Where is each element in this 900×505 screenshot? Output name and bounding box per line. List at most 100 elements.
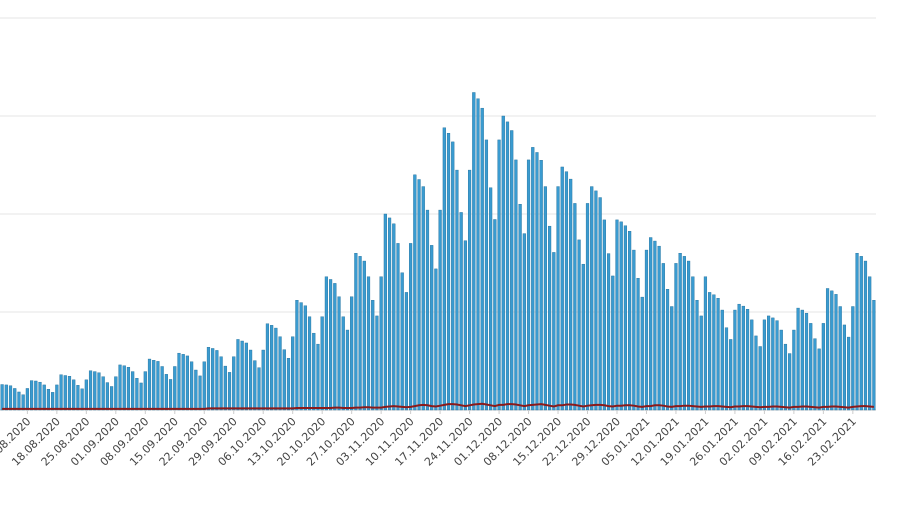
bar	[421, 186, 425, 411]
bar	[724, 327, 729, 411]
bar	[489, 187, 493, 411]
bar	[316, 343, 320, 411]
bar	[552, 252, 556, 411]
bar	[286, 358, 291, 411]
bar	[708, 292, 712, 411]
bar	[253, 360, 257, 411]
bar	[72, 379, 76, 411]
bar	[825, 288, 830, 411]
bar	[691, 276, 695, 411]
bar	[8, 385, 13, 411]
bar	[215, 350, 219, 411]
bar	[632, 249, 636, 411]
bar	[38, 381, 42, 411]
bar	[522, 233, 526, 411]
bar	[13, 388, 17, 411]
bar	[623, 225, 628, 411]
bar	[59, 374, 63, 411]
bar	[767, 315, 771, 411]
bar	[678, 252, 682, 411]
bar	[644, 249, 649, 411]
bar	[110, 386, 114, 411]
bar	[147, 358, 152, 411]
bar	[383, 213, 387, 411]
bar	[236, 339, 240, 411]
bar	[278, 336, 282, 411]
bar	[800, 309, 804, 411]
bar	[796, 307, 800, 411]
bar	[467, 169, 472, 411]
bar	[295, 300, 299, 411]
bar	[409, 243, 413, 411]
bar	[539, 160, 543, 411]
bar	[240, 340, 244, 411]
bar	[695, 300, 699, 411]
bar	[455, 169, 459, 411]
bar	[497, 139, 501, 411]
bar	[813, 338, 817, 411]
bar	[628, 231, 632, 411]
bar	[834, 294, 838, 411]
bar	[329, 279, 333, 411]
bar	[476, 98, 480, 411]
bar	[442, 127, 446, 411]
bar	[775, 320, 779, 411]
bar	[729, 339, 733, 411]
bar	[337, 296, 341, 411]
bar	[333, 283, 337, 411]
bar	[737, 303, 741, 411]
bar	[126, 367, 131, 411]
bar	[720, 309, 724, 411]
bar	[202, 361, 206, 411]
bar	[131, 371, 135, 411]
bar	[34, 380, 38, 411]
bar	[855, 252, 859, 411]
bar	[362, 260, 366, 411]
bar	[762, 319, 766, 411]
bar	[274, 327, 278, 411]
bar	[227, 372, 232, 411]
bar	[4, 384, 8, 411]
bar	[299, 302, 303, 411]
bar	[425, 209, 430, 411]
bar	[682, 256, 686, 411]
bar	[640, 296, 644, 411]
bar	[809, 323, 813, 411]
bar	[573, 203, 577, 411]
bar	[741, 305, 745, 411]
bar	[510, 130, 514, 411]
bar	[219, 356, 223, 411]
bar	[17, 391, 21, 411]
bar	[358, 256, 362, 411]
bar	[602, 219, 606, 411]
bar	[257, 367, 261, 411]
bar	[560, 166, 564, 411]
bar	[63, 375, 67, 411]
bar	[585, 203, 590, 411]
bar	[619, 221, 623, 411]
bar	[526, 159, 531, 411]
bar	[345, 329, 350, 411]
bar	[842, 324, 847, 411]
bar	[211, 348, 215, 411]
bar	[248, 349, 253, 411]
bar	[173, 366, 177, 411]
bar	[164, 374, 168, 411]
bar	[716, 298, 720, 411]
bar	[838, 306, 842, 411]
bar	[686, 260, 691, 411]
bar	[590, 186, 594, 411]
bar	[606, 253, 611, 411]
bar	[223, 365, 227, 411]
bar	[703, 276, 708, 411]
bar	[505, 121, 510, 411]
bar	[198, 375, 202, 411]
bar	[84, 379, 88, 411]
bar	[387, 217, 392, 411]
bar	[863, 260, 868, 411]
bar	[758, 346, 762, 411]
bar	[0, 384, 4, 411]
bar	[139, 382, 143, 411]
